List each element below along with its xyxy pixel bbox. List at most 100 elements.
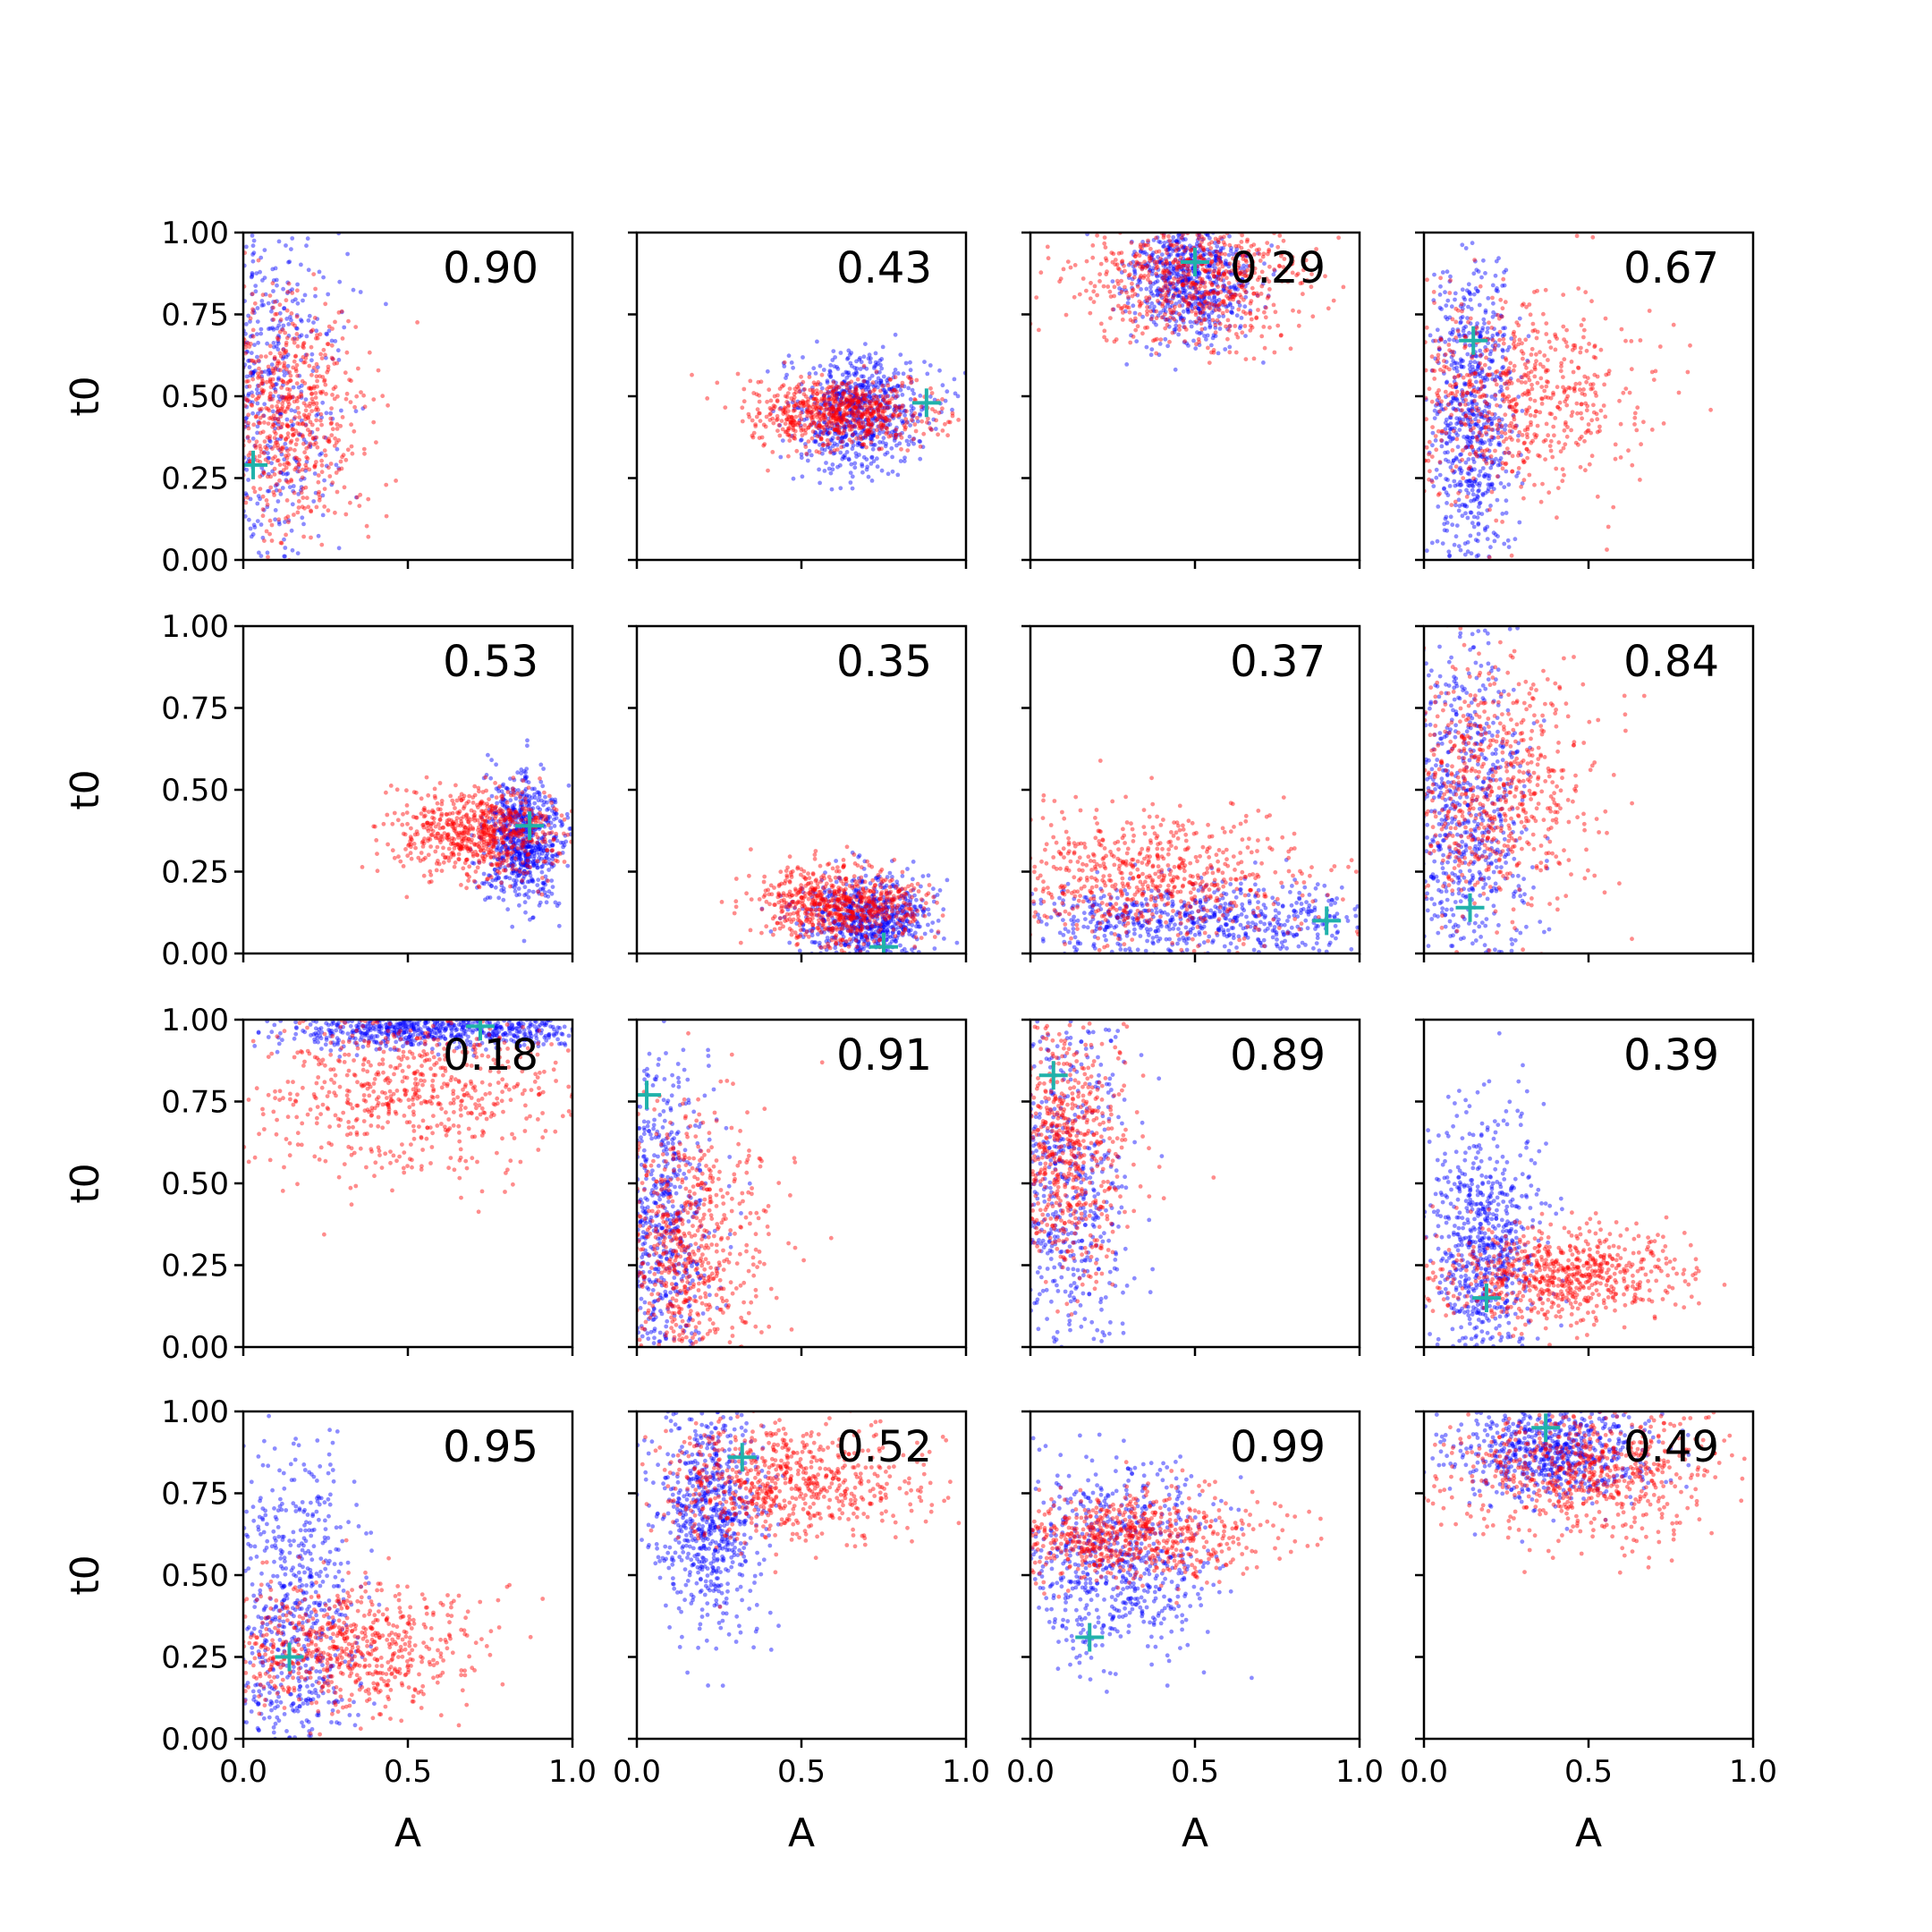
blue-series-point [236,270,241,275]
red-series-point [256,371,260,377]
blue-series-point [854,366,860,371]
blue-series-point [848,419,853,425]
red-series-point [766,468,770,473]
red-series-point [1435,402,1440,407]
red-series-point [886,434,892,439]
blue-series-point [297,334,302,339]
blue-series-point [342,325,347,330]
blue-series-point [855,419,860,424]
blue-series-point [846,370,852,375]
red-series-point [307,403,312,409]
blue-series-point [282,537,286,542]
blue-series-point [280,486,285,490]
blue-series-point [822,402,827,406]
red-series-point [1213,308,1218,312]
red-series-point [258,369,264,375]
blue-series-point [235,402,240,406]
red-series-point [289,311,294,316]
red-series-point [251,486,256,490]
red-series-point [268,485,274,490]
red-series-point [356,366,360,371]
red-series-point [1574,233,1580,239]
blue-series-point [836,429,842,435]
blue-series-point [275,417,281,422]
blue-series-point [785,401,791,405]
red-series-point [268,474,274,479]
blue-series-point [258,409,263,413]
blue-series-point [276,334,281,338]
blue-series-point [1460,242,1465,248]
blue-series-point [928,394,933,399]
blue-series-point [881,436,886,441]
red-series-point [301,355,306,360]
blue-series-point [869,462,874,466]
blue-series-point [1216,351,1221,356]
red-series-point [315,427,320,432]
blue-series-point [893,410,897,414]
red-series-point [304,454,309,460]
blue-series-point [246,478,250,482]
blue-series-point [863,342,868,346]
red-series-point [1508,360,1513,366]
red-series-point [801,400,806,405]
red-series-point [1182,339,1188,343]
blue-series-point [902,412,907,418]
red-series-point [835,384,840,389]
red-series-point [275,417,281,421]
red-series-point [849,427,854,432]
red-series-point [267,397,272,402]
blue-series-point [871,443,876,447]
red-series-point [1605,547,1609,552]
red-series-point [1546,379,1550,385]
red-series-point [1594,411,1599,417]
red-series-point [326,436,331,441]
red-series-point [292,447,297,453]
blue-series-point [245,423,250,428]
red-series-point [879,446,884,452]
red-series-point [1146,273,1151,278]
red-series-point [1649,369,1655,375]
blue-series-point [841,439,845,444]
red-series-point [1197,316,1202,321]
red-series-point [1091,300,1097,304]
red-series-point [1174,265,1179,270]
red-series-point [803,445,809,449]
blue-series-point [258,269,262,275]
blue-series-point [267,488,272,494]
blue-series-point [271,394,275,399]
red-series-point [777,433,783,438]
red-series-point [1427,439,1432,445]
blue-series-point [309,329,314,335]
blue-series-point [275,437,280,442]
blue-series-point [1495,286,1499,291]
red-series-point [815,382,820,387]
blue-series-point [886,430,892,436]
blue-series-point [843,455,847,461]
red-series-point [855,406,860,411]
red-series-point [1542,388,1547,394]
red-series-point [887,418,892,423]
blue-series-point [868,360,873,365]
red-series-point [1462,334,1468,339]
blue-series-point [1261,360,1266,365]
red-series-point [801,401,805,406]
red-series-point [1148,246,1153,251]
red-series-point [286,394,292,399]
red-series-point [860,397,866,402]
blue-series-point [874,394,878,399]
red-series-point [306,386,311,391]
blue-series-point [839,413,844,419]
blue-series-point [263,369,267,374]
blue-series-point [318,453,322,457]
red-series-point [254,414,258,419]
red-series-point [809,418,815,423]
blue-series-point [1486,326,1490,331]
blue-series-point [307,563,311,567]
blue-series-point [862,428,868,434]
blue-series-point [867,406,872,411]
red-series-point [1512,417,1517,422]
blue-series-point [819,429,824,435]
red-series-point [335,422,340,427]
blue-series-point [247,358,252,363]
blue-series-point [1457,428,1462,432]
